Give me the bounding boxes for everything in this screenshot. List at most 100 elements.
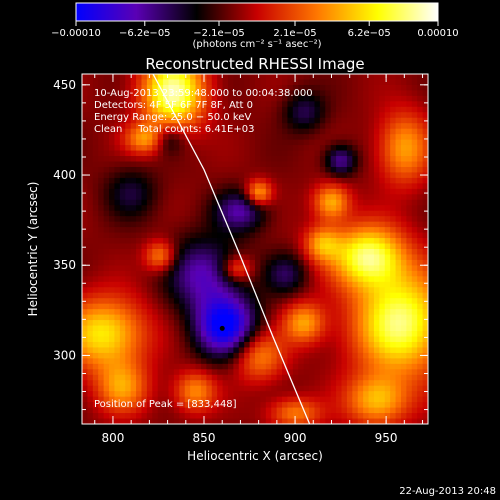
- heatmap-cell: [282, 112, 289, 119]
- heatmap-cell: [211, 369, 218, 376]
- heatmap-cell: [195, 106, 202, 113]
- heatmap-cell: [87, 139, 94, 146]
- heatmap-cell: [341, 396, 348, 403]
- heatmap-cell: [146, 172, 153, 179]
- heatmap-cell: [411, 183, 418, 190]
- heatmap-cell: [206, 227, 213, 234]
- heatmap-cell: [271, 183, 278, 190]
- heatmap-cell: [222, 95, 229, 102]
- heatmap-cell: [292, 314, 299, 321]
- heatmap-cell: [227, 123, 234, 130]
- heatmap-cell: [336, 156, 343, 163]
- heatmap-cell: [357, 156, 364, 163]
- heatmap-cell: [292, 216, 299, 223]
- heatmap-cell: [255, 380, 262, 387]
- heatmap-cell: [168, 134, 175, 141]
- heatmap-cell: [265, 139, 272, 146]
- heatmap-cell: [357, 79, 364, 86]
- heatmap-cell: [255, 287, 262, 294]
- heatmap-cell: [406, 238, 413, 245]
- heatmap-cell: [141, 249, 148, 256]
- heatmap-cell: [255, 331, 262, 338]
- heatmap-cell: [287, 194, 294, 201]
- heatmap-cell: [184, 128, 191, 135]
- heatmap-cell: [282, 396, 289, 403]
- heatmap-cell: [314, 276, 321, 283]
- heatmap-cell: [227, 407, 234, 414]
- heatmap-cell: [103, 358, 110, 365]
- heatmap-cell: [303, 139, 310, 146]
- heatmap-cell: [98, 188, 105, 195]
- heatmap-cell: [92, 123, 99, 130]
- heatmap-cell: [119, 402, 126, 409]
- heatmap-cell: [336, 396, 343, 403]
- heatmap-cell: [141, 205, 148, 212]
- heatmap-cell: [119, 358, 126, 365]
- heatmap-cell: [119, 106, 126, 113]
- heatmap-cell: [287, 150, 294, 157]
- heatmap-cell: [146, 194, 153, 201]
- heatmap-cell: [400, 396, 407, 403]
- heatmap-cell: [179, 156, 186, 163]
- heatmap-cell: [206, 385, 213, 392]
- heatmap-cell: [352, 331, 359, 338]
- heatmap-cell: [141, 183, 148, 190]
- heatmap-cell: [352, 309, 359, 316]
- heatmap-cell: [114, 418, 121, 424]
- heatmap-cell: [233, 128, 240, 135]
- heatmap-cell: [125, 369, 132, 376]
- heatmap-cell: [119, 74, 126, 81]
- heatmap-cell: [244, 265, 251, 272]
- heatmap-cell: [368, 238, 375, 245]
- heatmap-cell: [314, 314, 321, 321]
- heatmap-cell: [287, 188, 294, 195]
- heatmap-cell: [173, 128, 180, 135]
- heatmap-cell: [227, 385, 234, 392]
- heatmap-cell: [390, 199, 397, 206]
- heatmap-cell: [217, 145, 224, 152]
- heatmap-cell: [379, 292, 386, 299]
- heatmap-cell: [136, 249, 143, 256]
- heatmap-cell: [168, 117, 175, 124]
- heatmap-cell: [238, 177, 245, 184]
- heatmap-cell: [92, 194, 99, 201]
- heatmap-cell: [330, 309, 337, 316]
- heatmap-cell: [357, 161, 364, 168]
- heatmap-cell: [179, 407, 186, 414]
- heatmap-cell: [314, 95, 321, 102]
- heatmap-cell: [211, 254, 218, 261]
- heatmap-cell: [141, 194, 148, 201]
- heatmap-cell: [98, 309, 105, 316]
- heatmap-cell: [400, 199, 407, 206]
- heatmap-cell: [168, 314, 175, 321]
- heatmap-cell: [163, 281, 170, 288]
- heatmap-cell: [363, 309, 370, 316]
- heatmap-cell: [195, 363, 202, 370]
- heatmap-cell: [363, 84, 370, 92]
- heatmap-cell: [211, 309, 218, 316]
- heatmap-cell: [417, 238, 424, 245]
- heatmap-cell: [211, 298, 218, 305]
- heatmap-cell: [222, 418, 229, 424]
- heatmap-cell: [125, 391, 132, 398]
- heatmap-cell: [125, 95, 132, 102]
- heatmap-cell: [292, 161, 299, 168]
- heatmap-cell: [163, 145, 170, 152]
- heatmap-cell: [179, 391, 186, 398]
- heatmap-cell: [211, 374, 218, 381]
- heatmap-cell: [87, 352, 94, 359]
- heatmap-cell: [200, 331, 207, 338]
- heatmap-cell: [136, 156, 143, 163]
- heatmap-cell: [244, 352, 251, 359]
- heatmap-cell: [249, 221, 256, 228]
- heatmap-cell: [341, 298, 348, 305]
- heatmap-cell: [363, 259, 370, 267]
- heatmap-cell: [125, 161, 132, 168]
- heatmap-cell: [260, 188, 267, 195]
- heatmap-cell: [163, 287, 170, 294]
- heatmap-cell: [352, 95, 359, 102]
- heatmap-cell: [87, 243, 94, 250]
- heatmap-cell: [125, 249, 132, 256]
- heatmap-cell: [222, 265, 229, 272]
- heatmap-cell: [368, 199, 375, 206]
